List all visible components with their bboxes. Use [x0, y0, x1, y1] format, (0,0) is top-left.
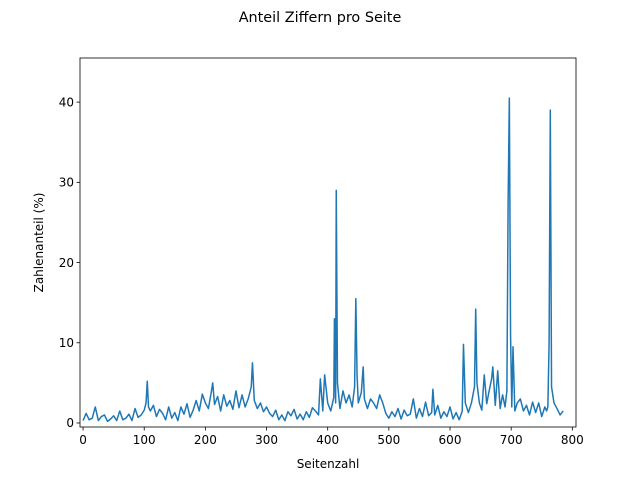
x-tick-label: 500 — [377, 433, 400, 447]
y-tick-label: 20 — [59, 256, 74, 270]
x-tick-label: 700 — [500, 433, 523, 447]
chart-title: Anteil Ziffern pro Seite — [239, 10, 402, 26]
x-tick-label: 100 — [133, 433, 156, 447]
y-axis: 0 10 20 30 40 — [59, 95, 80, 430]
x-tick-label: 600 — [439, 433, 462, 447]
y-tick-label: 10 — [59, 336, 74, 350]
plot-frame — [79, 57, 577, 428]
x-tick-label: 400 — [316, 433, 339, 447]
y-tick-label: 0 — [66, 416, 74, 430]
y-tick-label: 30 — [59, 176, 74, 190]
x-axis: 0 100 200 300 400 500 600 700 800 — [79, 427, 584, 447]
x-axis-label: Seitenzahl — [297, 457, 360, 471]
y-axis-label: Zahlenanteil (%) — [32, 193, 46, 293]
x-tick-label: 0 — [79, 433, 87, 447]
x-tick-label: 200 — [194, 433, 217, 447]
y-tick-label: 40 — [59, 95, 74, 109]
x-tick-label: 300 — [255, 433, 278, 447]
series-line-0 — [82, 97, 564, 423]
x-tick-label: 800 — [561, 433, 584, 447]
plot-area — [82, 97, 564, 423]
